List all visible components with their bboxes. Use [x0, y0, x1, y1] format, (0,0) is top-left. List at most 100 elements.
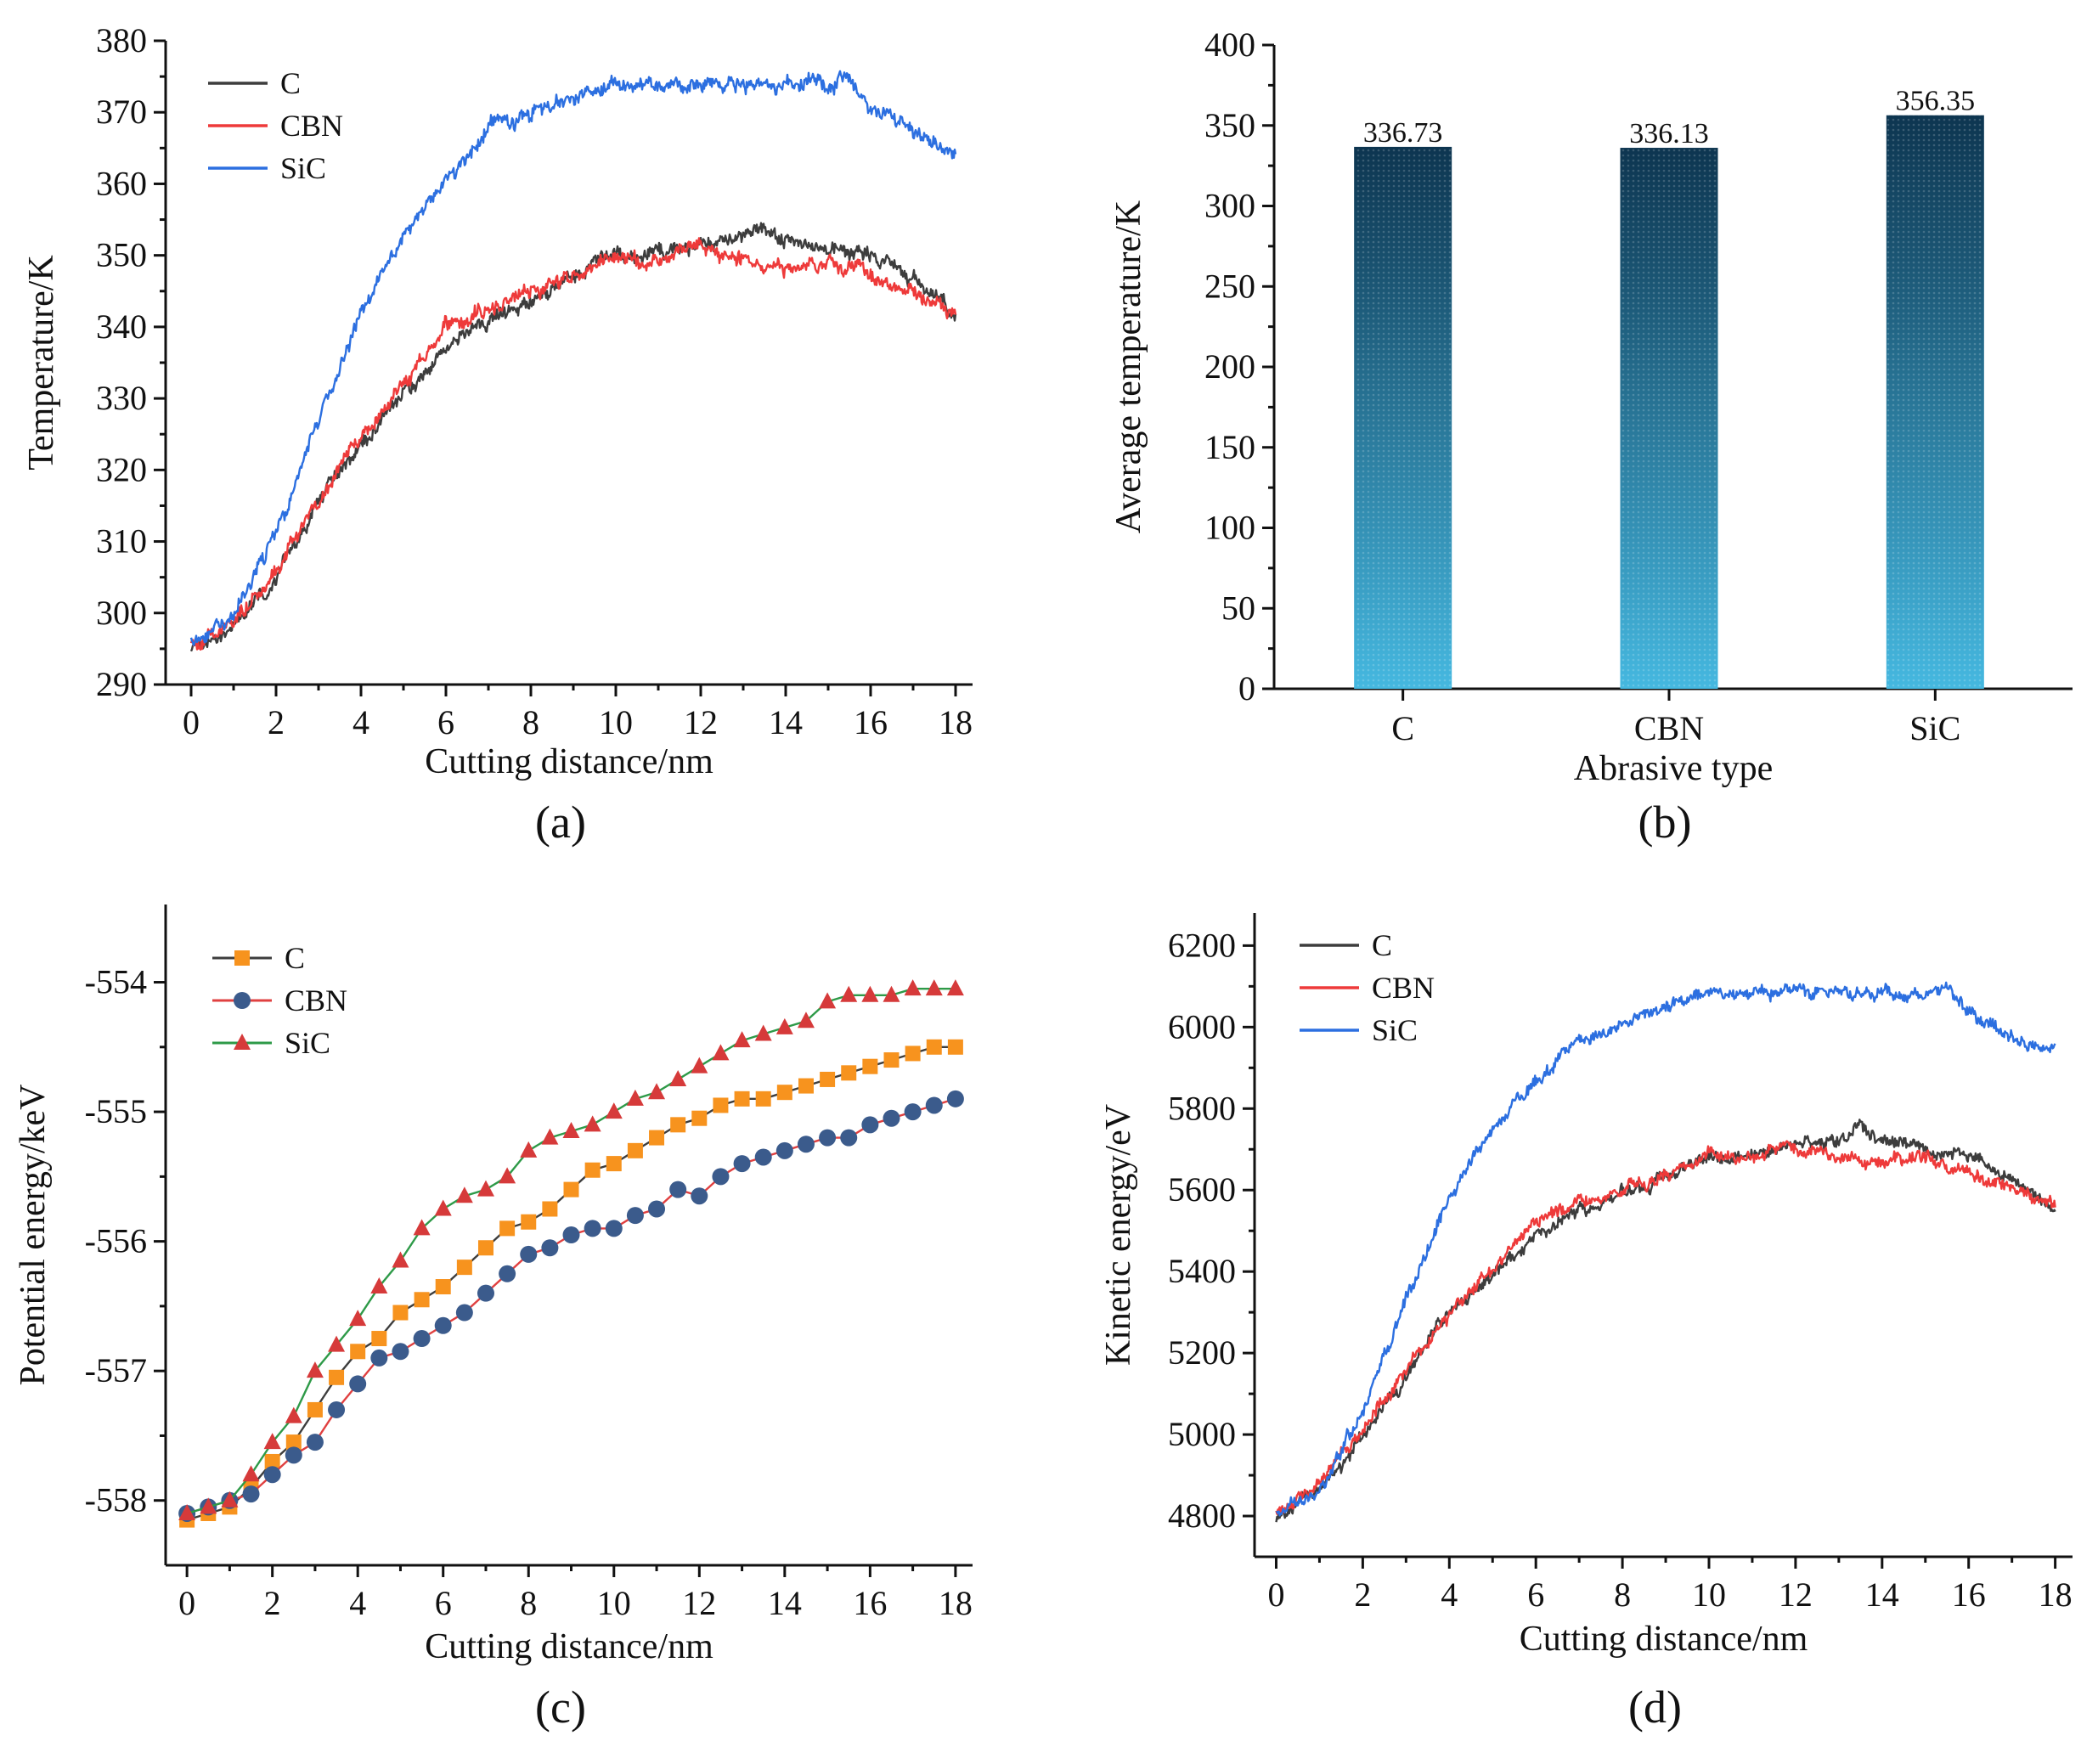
data-point-c: [435, 1279, 451, 1295]
legend: C CBN SiC: [212, 941, 347, 1060]
x-tick-label: 4: [349, 1584, 366, 1622]
data-point-c: [820, 1071, 836, 1087]
data-point-c: [841, 1065, 857, 1081]
data-point-sic: [306, 1361, 324, 1378]
y-tick-label: 370: [96, 93, 147, 131]
x-axis-title: Cutting distance/nm: [425, 742, 713, 781]
data-point-cbn: [605, 1220, 623, 1237]
y-tick-label: 330: [96, 379, 147, 417]
legend-label: CBN: [285, 983, 347, 1017]
x-tick-label: 14: [1865, 1575, 1899, 1614]
panel-d: 4800 5000 5200 5400 5600 5800 6000 6200 0 2 4 6 8 10 1…: [1099, 913, 2073, 1733]
legend: C CBN SiC: [208, 66, 343, 185]
x-axis-title: Cutting distance/nm: [425, 1627, 713, 1666]
panel-label: (c): [535, 1682, 586, 1733]
y-tick-label: 400: [1204, 25, 1255, 64]
data-point-sic: [712, 1044, 730, 1061]
data-point-cbn: [328, 1400, 346, 1418]
data-point-cbn: [434, 1316, 452, 1334]
data-point-cbn: [840, 1129, 858, 1147]
data-point-c: [755, 1091, 771, 1107]
legend-label: SiC: [285, 1026, 330, 1060]
data-point-c: [285, 1434, 302, 1451]
data-point-cbn: [946, 1090, 964, 1107]
x-axis-title: Abrasive type: [1574, 749, 1773, 788]
data-point-sic: [733, 1031, 751, 1048]
x-tick-label: 16: [854, 703, 888, 741]
y-tick-label: 4800: [1168, 1496, 1236, 1535]
data-point-cbn: [775, 1141, 793, 1159]
data-point-c: [649, 1130, 665, 1146]
data-point-cbn: [819, 1129, 837, 1147]
data-point-sic: [392, 1251, 409, 1268]
series-line-cbn: [186, 1097, 956, 1515]
data-point-cbn: [263, 1466, 281, 1484]
x-tick-label: 4: [352, 703, 369, 741]
x-tick-label: 6: [437, 703, 454, 741]
series-line-c: [1275, 1119, 2056, 1523]
y-axis-title: Potential energy/keV: [14, 1085, 53, 1386]
y-tick-label: 100: [1204, 509, 1255, 547]
data-point-c: [734, 1091, 750, 1107]
data-point-sic: [904, 979, 922, 996]
bar-value-label: 336.73: [1363, 117, 1443, 149]
data-point-c: [307, 1401, 323, 1417]
panel-b: 0 50 100 150 200 250 300 350 400 Abrasive type Ave…: [1109, 25, 2073, 848]
data-point-c: [862, 1058, 878, 1074]
data-point-sic: [541, 1128, 559, 1145]
data-point-sic: [775, 1017, 793, 1034]
data-point-sic: [263, 1433, 281, 1450]
data-point-cbn: [499, 1265, 516, 1282]
data-point-cbn: [861, 1116, 879, 1134]
x-tick-label: 12: [684, 703, 718, 741]
data-point-sic: [413, 1219, 431, 1236]
data-point-sic: [370, 1277, 388, 1294]
series-line-sic: [186, 987, 956, 1515]
data-point-c: [392, 1305, 409, 1321]
legend-label: C: [285, 941, 305, 975]
x-tick-label: 2: [1354, 1575, 1371, 1614]
y-tick-label: 340: [96, 307, 147, 346]
x-tick-label: 6: [435, 1584, 452, 1622]
data-point-cbn: [925, 1096, 943, 1114]
data-point-c: [926, 1039, 942, 1055]
data-point-sic: [285, 1406, 302, 1423]
x-tick-label: 8: [1614, 1575, 1631, 1614]
data-point-cbn: [712, 1168, 730, 1186]
data-point-c: [456, 1260, 472, 1276]
x-tick-label: 18: [939, 1584, 973, 1622]
category-label: SiC: [1909, 709, 1960, 747]
x-tick-label: 14: [769, 703, 803, 741]
data-point-c: [563, 1181, 579, 1198]
data-point-sic: [691, 1057, 708, 1074]
data-point-c: [691, 1110, 708, 1126]
y-tick-label: -558: [85, 1481, 147, 1519]
data-point-sic: [669, 1069, 687, 1086]
data-point-sic: [242, 1465, 260, 1482]
data-point-sic: [925, 979, 943, 996]
legend-label: SiC: [1372, 1013, 1418, 1047]
y-tick-label: 5000: [1168, 1415, 1236, 1453]
x-tick-label: 18: [939, 703, 973, 741]
y-tick-label: 300: [1204, 187, 1255, 225]
data-point-sic: [883, 985, 900, 1002]
y-tick-label: 250: [1204, 267, 1255, 305]
data-point-cbn: [520, 1245, 538, 1263]
data-point-sic: [349, 1310, 367, 1327]
y-tick-label: 350: [96, 236, 147, 274]
data-point-sic: [797, 1012, 815, 1029]
y-tick-label: -557: [85, 1351, 147, 1389]
legend-marker-c: [234, 950, 250, 966]
data-point-sic: [584, 1115, 601, 1132]
legend-marker-cbn: [234, 992, 251, 1009]
data-point-c: [542, 1201, 558, 1217]
bar-texture-c: [1354, 146, 1452, 689]
y-tick-label: 200: [1204, 347, 1255, 386]
y-tick-label: 290: [96, 665, 147, 703]
legend-marker-sic: [234, 1034, 251, 1050]
data-point-c: [947, 1039, 963, 1055]
data-point-cbn: [797, 1136, 815, 1153]
data-point-c: [584, 1162, 601, 1178]
x-tick-label: 0: [178, 1584, 195, 1622]
